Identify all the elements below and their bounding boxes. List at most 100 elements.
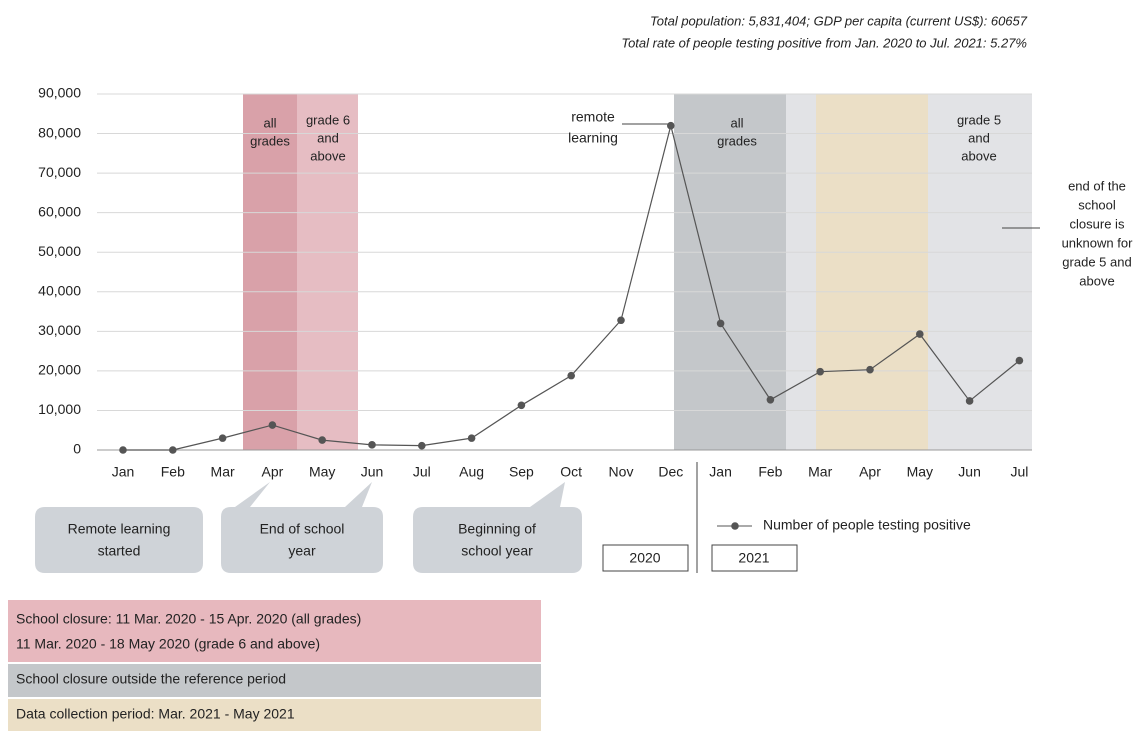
annotation: year: [288, 543, 316, 559]
y-tick-label: 20,000: [38, 362, 81, 378]
x-tick-label: Dec: [658, 464, 683, 480]
data-point: [268, 421, 277, 429]
annotation: grade 5: [957, 112, 1001, 127]
data-point: [169, 446, 177, 454]
y-tick-label: 70,000: [38, 164, 81, 180]
year-box: [602, 544, 689, 572]
year-box: [711, 544, 798, 572]
year-label: 2021: [738, 550, 769, 566]
annotation: closure is: [1070, 216, 1125, 231]
annotation: unknown for: [1062, 235, 1133, 250]
data-point: [318, 436, 327, 444]
y-tick-label: 10,000: [38, 401, 81, 417]
callout: [413, 482, 582, 573]
data-point: [119, 446, 127, 454]
x-tick-label: Aug: [459, 464, 484, 480]
annotation: Remote learning: [68, 521, 171, 537]
annotation: school: [1078, 197, 1116, 212]
annotation: End of school: [260, 521, 345, 537]
callout-shapes: [35, 482, 582, 573]
x-tick-label: Feb: [161, 464, 185, 480]
x-tick-label: Sep: [509, 464, 534, 480]
callout: [35, 482, 270, 573]
x-tick-label: Feb: [758, 464, 782, 480]
data-point: [218, 434, 227, 442]
annotation: learning: [568, 130, 618, 146]
band-closure-all: [243, 94, 297, 450]
annotation: above: [310, 148, 345, 163]
legend-box: [8, 600, 541, 662]
legend-box: [8, 664, 541, 697]
annotation: all: [730, 115, 743, 130]
legend-marker: [731, 522, 739, 530]
band-closure-outside: [674, 94, 786, 450]
annotation: started: [98, 543, 141, 559]
y-tick-label: 30,000: [38, 322, 81, 338]
annotation: remote: [571, 109, 615, 125]
legend-label: Number of people testing positive: [763, 517, 971, 533]
year-label: 2020: [629, 550, 660, 566]
note: Total rate of people testing positive fr…: [621, 35, 1027, 50]
annotation: grade 5 and: [1062, 254, 1131, 269]
data-point: [916, 330, 924, 338]
x-tick-label: Jun: [361, 464, 384, 480]
annotation: all: [263, 115, 276, 130]
x-tick-label: Nov: [609, 464, 634, 480]
bands: [243, 94, 1032, 450]
data-point: [716, 319, 725, 328]
annotation: end of the: [1068, 178, 1126, 193]
data-point: [517, 401, 526, 410]
band-data-collection: [816, 94, 928, 450]
data-point: [418, 441, 426, 450]
callout: [221, 482, 383, 573]
x-tick-label: Mar: [211, 464, 235, 480]
y-tick-label: 40,000: [38, 282, 81, 298]
x-tick-label: Jan: [709, 464, 732, 480]
data-point: [766, 395, 775, 404]
data-point: [567, 371, 575, 380]
data-point: [816, 367, 824, 376]
annotation: above: [961, 148, 996, 163]
x-tick-label: Jul: [413, 464, 431, 480]
y-tick-label: 60,000: [38, 203, 81, 219]
annotation: above: [1079, 273, 1114, 288]
legend-box: [8, 699, 541, 731]
data-point: [667, 121, 675, 130]
y-tick-label: 90,000: [38, 85, 81, 101]
legend-box-label: 11 Mar. 2020 - 18 May 2020 (grade 6 and …: [16, 636, 320, 652]
grid: [97, 93, 1032, 451]
legend-box-label: School closure: 11 Mar. 2020 - 15 Apr. 2…: [16, 611, 361, 627]
y-tick-label: 0: [73, 441, 81, 457]
annotation: grades: [250, 133, 290, 148]
annotation: and: [317, 130, 339, 145]
annotation: and: [968, 130, 990, 145]
band-closure-outside-light: [786, 94, 816, 450]
y-tick-label: 80,000: [38, 124, 81, 140]
data-point: [467, 434, 476, 442]
data-point: [1015, 356, 1024, 365]
x-tick-label: Jan: [112, 464, 135, 480]
band-closure-grade5: [928, 94, 1032, 450]
x-tick-label: Apr: [262, 464, 284, 480]
data-point: [368, 441, 376, 449]
x-tick-label: May: [309, 464, 335, 480]
x-tick-label: Jun: [958, 464, 981, 480]
legend-box-label: Data collection period: Mar. 2021 - May …: [16, 706, 295, 722]
x-tick-label: Jul: [1010, 464, 1028, 480]
annotation: school year: [461, 543, 533, 559]
x-tick-label: Oct: [560, 464, 582, 480]
annotation: Beginning of: [458, 521, 536, 537]
x-tick-label: May: [907, 464, 933, 480]
data-point: [965, 397, 974, 405]
y-tick-label: 50,000: [38, 243, 81, 259]
data-point: [617, 316, 625, 325]
legend-box-label: School closure outside the reference per…: [16, 671, 286, 687]
annotation: grades: [717, 133, 757, 148]
note: Total population: 5,831,404; GDP per cap…: [650, 13, 1028, 28]
annotation: grade 6: [306, 112, 350, 127]
x-tick-label: Apr: [859, 464, 881, 480]
band-closure-grade6: [297, 94, 358, 450]
data-point: [866, 365, 874, 374]
x-tick-label: Mar: [808, 464, 832, 480]
